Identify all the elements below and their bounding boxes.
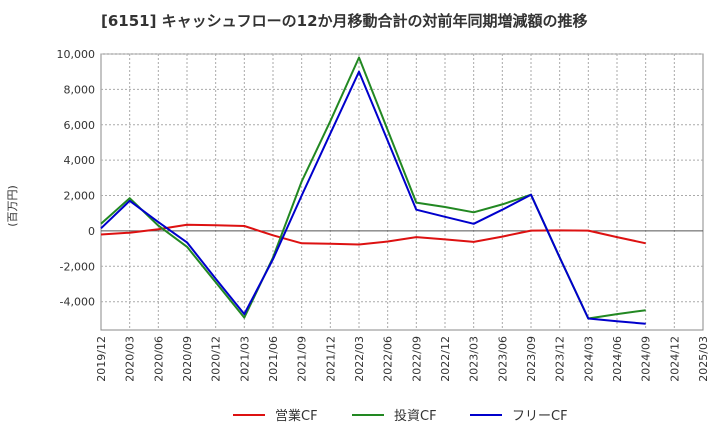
x-tick-label: 2022/03 bbox=[353, 336, 366, 382]
x-tick-label: 2022/09 bbox=[410, 336, 423, 382]
series-line-0 bbox=[100, 223, 646, 246]
x-tick-label: 2020/12 bbox=[210, 336, 223, 382]
x-tick-label: 2025/03 bbox=[697, 336, 710, 382]
y-tick-label: 2,000 bbox=[64, 190, 96, 203]
y-tick-label: 0 bbox=[88, 225, 95, 238]
y-tick-label: 4,000 bbox=[64, 154, 96, 167]
x-tick-label: 2024/03 bbox=[582, 336, 595, 382]
x-tick-label: 2024/06 bbox=[611, 336, 624, 382]
plot-area bbox=[100, 53, 704, 331]
legend-label-2: フリーCF bbox=[512, 409, 568, 424]
x-tick-label: 2024/12 bbox=[668, 336, 681, 382]
chart-title: [6151] キャッシュフローの12か月移動合計の対前年同期増減額の推移 bbox=[101, 12, 588, 30]
x-tick-label: 2023/12 bbox=[554, 336, 567, 382]
y-tick-label: 6,000 bbox=[64, 119, 96, 132]
x-axis-ticks: 2019/12 2020/03 2020/06 2020/09 2020/12 2021/… bbox=[95, 336, 710, 382]
series-line-2 bbox=[100, 70, 646, 325]
x-tick-label: 2022/06 bbox=[382, 336, 395, 382]
legend-label-1: 投資CF bbox=[394, 408, 437, 424]
y-axis-label: (百万円) bbox=[6, 185, 19, 227]
legend-label-0: 営業CF bbox=[275, 408, 318, 424]
x-tick-label: 2020/09 bbox=[181, 336, 194, 382]
x-tick-label: 2022/12 bbox=[439, 336, 452, 382]
x-tick-label: 2021/09 bbox=[296, 336, 309, 382]
x-tick-label: 2021/12 bbox=[324, 336, 337, 382]
y-tick-label: 8,000 bbox=[64, 83, 96, 96]
x-tick-label: 2020/06 bbox=[152, 336, 165, 382]
y-axis-ticks: 10,000 8,000 6,000 4,000 2,000 0 -2,000 -4,000 bbox=[57, 48, 96, 309]
y-tick-label: 10,000 bbox=[57, 48, 96, 61]
x-tick-label: 2020/03 bbox=[124, 336, 137, 382]
x-tick-label: 2021/03 bbox=[238, 336, 251, 382]
x-tick-label: 2023/06 bbox=[496, 336, 509, 382]
x-tick-label: 2021/06 bbox=[267, 336, 280, 382]
y-tick-label: -2,000 bbox=[60, 260, 95, 273]
x-tick-label: 2024/09 bbox=[640, 336, 653, 382]
y-tick-label: -4,000 bbox=[60, 296, 95, 309]
x-tick-label: 2023/03 bbox=[468, 336, 481, 382]
legend: 営業CF 投資CF フリーCF bbox=[233, 408, 568, 424]
series-lines bbox=[100, 56, 646, 325]
x-tick-label: 2023/09 bbox=[525, 336, 538, 382]
grid-lines bbox=[101, 53, 703, 330]
x-tick-label: 2019/12 bbox=[95, 336, 108, 382]
